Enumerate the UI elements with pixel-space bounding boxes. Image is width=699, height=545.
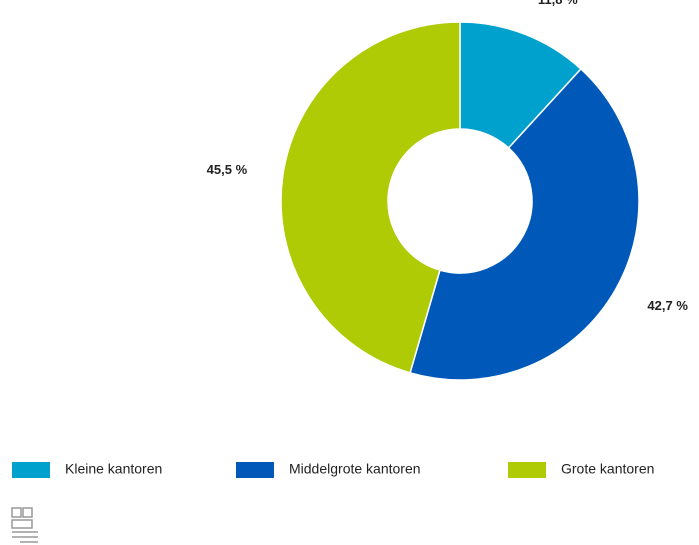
legend-label: Grote kantoren (561, 461, 654, 477)
logo (11, 507, 38, 543)
donut-slice (409, 67, 640, 381)
data-label: 42,7 % (647, 298, 688, 313)
legend-swatch (508, 462, 546, 478)
data-label: 45,5 % (207, 162, 248, 177)
legend-label: Middelgrote kantoren (289, 461, 421, 477)
donut-slice (280, 21, 461, 374)
legend-swatch (236, 462, 274, 478)
legend-label: Kleine kantoren (65, 461, 162, 477)
legend-swatch (12, 462, 50, 478)
data-label: 11,8 % (538, 0, 578, 7)
